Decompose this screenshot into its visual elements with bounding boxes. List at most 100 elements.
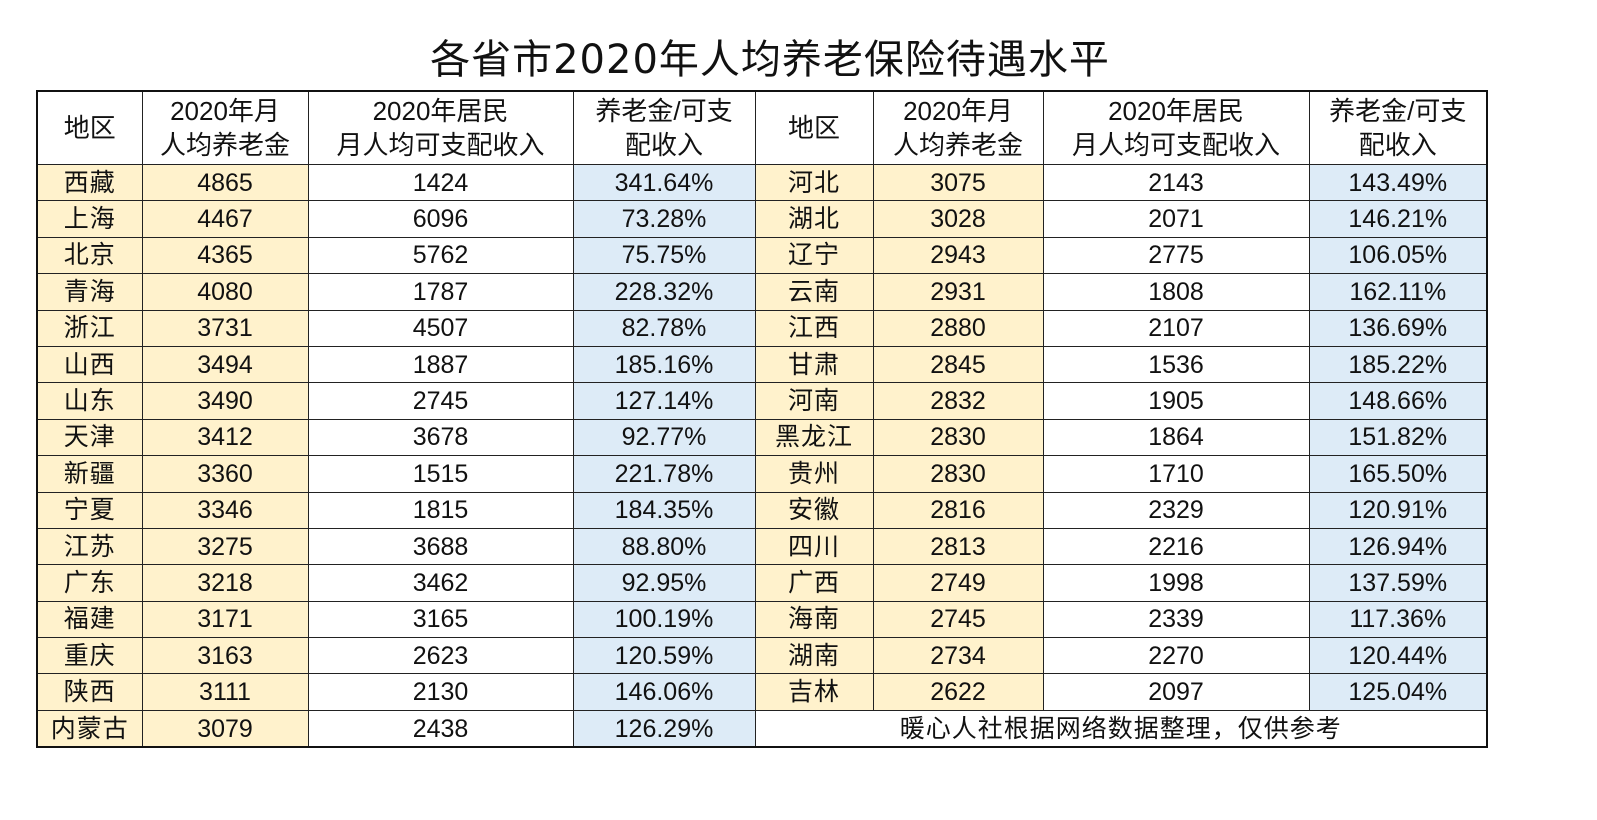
income-cell: 2775	[1042, 236, 1310, 275]
table-row: 浙江 3731 4507 82.78% 江西 2880 2107 136.69%	[36, 309, 1488, 347]
region-cell: 西藏	[36, 163, 143, 202]
pension-cell: 2749	[872, 564, 1044, 602]
pension-cell: 3731	[141, 309, 309, 347]
footnote: 暖心人社根据网络数据整理，仅供参考	[754, 709, 1488, 748]
ratio-cell: 75.75%	[572, 236, 756, 275]
region-cell: 山东	[36, 382, 143, 420]
income-cell: 1710	[1042, 455, 1310, 493]
pension-cell: 2931	[872, 273, 1044, 311]
ratio-cell: 228.32%	[572, 273, 756, 311]
header-ratio-line2: 配收入	[624, 130, 703, 160]
ratio-cell: 146.21%	[1308, 200, 1488, 238]
income-cell: 1536	[1042, 345, 1310, 384]
ratio-cell: 136.69%	[1308, 309, 1488, 347]
ratio-cell: 137.59%	[1308, 564, 1488, 602]
income-cell: 2097	[1042, 673, 1310, 711]
ratio-cell: 92.77%	[572, 418, 756, 457]
header-pension-line2: 人均养老金	[892, 130, 1023, 160]
region-cell: 宁夏	[36, 491, 143, 529]
region-cell: 陕西	[36, 673, 143, 711]
income-cell: 3165	[307, 600, 574, 639]
income-cell: 2745	[307, 382, 574, 420]
header-income-line1: 2020年居民	[1108, 96, 1244, 126]
income-cell: 1815	[307, 491, 574, 529]
region-cell: 湖北	[754, 200, 874, 238]
ratio-cell: 127.14%	[572, 382, 756, 420]
ratio-cell: 73.28%	[572, 200, 756, 238]
table-row: 宁夏 3346 1815 184.35% 安徽 2816 2329 120.91%	[36, 491, 1488, 529]
region-cell: 云南	[754, 273, 874, 311]
region-cell: 江苏	[36, 527, 143, 566]
region-cell: 吉林	[754, 673, 874, 711]
pension-cell: 3079	[141, 709, 309, 749]
pension-cell: 2816	[872, 491, 1044, 529]
income-cell: 2339	[1042, 600, 1310, 639]
pension-table: 地区 2020年月 人均养老金 2020年居民月人均可支配收入 养老金/可支 配收入…	[36, 90, 1488, 749]
table-row: 陕西 3111 2130 146.06% 吉林 2622 2097 125.04%	[36, 673, 1488, 711]
ratio-cell: 82.78%	[572, 309, 756, 347]
pension-cell: 3275	[141, 527, 309, 566]
ratio-cell: 165.50%	[1308, 455, 1488, 493]
income-cell: 1998	[1042, 564, 1310, 602]
income-cell: 3678	[307, 418, 574, 457]
ratio-cell: 151.82%	[1308, 418, 1488, 457]
income-cell: 2329	[1042, 491, 1310, 529]
income-cell: 1808	[1042, 273, 1310, 311]
page-title: 各省市2020年人均养老保险待遇水平	[430, 37, 1110, 83]
table-row: 福建 3171 3165 100.19% 海南 2745 2339 117.36%	[36, 600, 1488, 639]
pension-cell: 2845	[872, 345, 1044, 384]
table-row: 天津 3412 3678 92.77% 黑龙江 2830 1864 151.82%	[36, 418, 1488, 457]
ratio-cell: 146.06%	[572, 673, 756, 711]
ratio-cell: 185.16%	[572, 345, 756, 384]
income-cell: 2071	[1042, 200, 1310, 238]
region-cell: 天津	[36, 418, 143, 457]
pension-cell: 4365	[141, 236, 309, 275]
income-cell: 1424	[307, 163, 574, 202]
income-cell: 6096	[307, 200, 574, 238]
header-income-right: 2020年居民月人均可支配收入	[1042, 90, 1310, 165]
ratio-cell: 117.36%	[1308, 600, 1488, 639]
region-cell: 广西	[754, 564, 874, 602]
pension-cell: 2734	[872, 637, 1044, 675]
header-row: 地区 2020年月 人均养老金 2020年居民月人均可支配收入 养老金/可支 配收入…	[36, 90, 1488, 165]
header-ratio-line1: 养老金/可支	[595, 96, 733, 126]
region-cell: 四川	[754, 527, 874, 566]
pension-cell: 2832	[872, 382, 1044, 420]
header-income-line2: 月人均可支配收入	[1071, 130, 1280, 160]
table-row: 北京 4365 5762 75.75% 辽宁 2943 2775 106.05%	[36, 236, 1488, 275]
income-cell: 2438	[307, 709, 574, 749]
region-cell: 江西	[754, 309, 874, 347]
region-cell: 重庆	[36, 637, 143, 675]
income-cell: 3688	[307, 527, 574, 566]
region-cell: 北京	[36, 236, 143, 275]
pension-cell: 3163	[141, 637, 309, 675]
table-row: 内蒙古 3079 2438 126.29% 暖心人社根据网络数据整理，仅供参考	[36, 709, 1488, 749]
income-cell: 2130	[307, 673, 574, 711]
income-cell: 3462	[307, 564, 574, 602]
header-ratio-left: 养老金/可支 配收入	[572, 90, 756, 165]
income-cell: 1787	[307, 273, 574, 311]
header-pension-line1: 2020年月	[903, 96, 1013, 126]
ratio-cell: 125.04%	[1308, 673, 1488, 711]
region-cell: 青海	[36, 273, 143, 311]
income-cell: 4507	[307, 309, 574, 347]
ratio-cell: 184.35%	[572, 491, 756, 529]
pension-cell: 2943	[872, 236, 1044, 275]
income-cell: 2143	[1042, 163, 1310, 202]
ratio-cell: 100.19%	[572, 600, 756, 639]
pension-cell: 3028	[872, 200, 1044, 238]
region-cell: 内蒙古	[36, 709, 143, 749]
ratio-cell: 126.94%	[1308, 527, 1488, 566]
pension-cell: 3412	[141, 418, 309, 457]
header-income-line2: 月人均可支配收入	[336, 130, 545, 160]
pension-cell: 2830	[872, 455, 1044, 493]
header-region-right: 地区	[754, 90, 874, 165]
header-pension-right: 2020年月 人均养老金	[872, 90, 1044, 165]
pension-cell: 3346	[141, 491, 309, 529]
region-cell: 海南	[754, 600, 874, 639]
ratio-cell: 88.80%	[572, 527, 756, 566]
pension-cell: 4080	[141, 273, 309, 311]
ratio-cell: 120.91%	[1308, 491, 1488, 529]
table-row: 江苏 3275 3688 88.80% 四川 2813 2216 126.94%	[36, 527, 1488, 566]
income-cell: 1515	[307, 455, 574, 493]
